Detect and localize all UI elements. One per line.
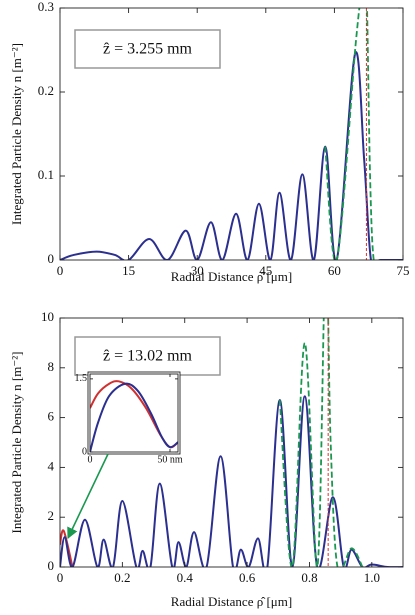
x-tick-label: 1.0: [364, 570, 380, 585]
y-tick-label: 8: [48, 359, 55, 374]
x-tick-label: 50 nm: [157, 454, 183, 465]
series-line: [60, 51, 403, 260]
series-line: [60, 529, 74, 567]
x-tick-label: 75: [397, 263, 410, 278]
y-tick-label: 0: [82, 446, 87, 457]
x-tick-label: 45: [259, 263, 272, 278]
x-tick-label: 30: [191, 263, 204, 278]
x-tick-label: 0: [88, 454, 93, 465]
x-tick-label: 0.2: [114, 570, 130, 585]
series-line: [90, 382, 178, 452]
plot-frame: [59, 7, 404, 261]
y-tick-label: 0: [48, 251, 55, 266]
x-tick-label: 0.4: [177, 570, 194, 585]
annotation: ẑ = 13.02 mm: [103, 348, 193, 365]
x-tick-label: 15: [122, 263, 135, 278]
x-tick-label: 0.8: [301, 570, 317, 585]
y-axis-label: Integrated Particle Density n [m⁻²]: [9, 352, 24, 534]
x-tick-label: 0: [57, 263, 64, 278]
series-line: [278, 318, 364, 567]
series-line: [324, 8, 382, 260]
x-tick-label: 0.6: [239, 570, 256, 585]
y-tick-label: 0.1: [38, 167, 54, 182]
y-tick-label: 0: [48, 558, 55, 573]
annotation-box: [74, 336, 221, 376]
series-line: [60, 395, 403, 567]
plot-frame: [89, 373, 179, 453]
x-tick-label: 0: [57, 570, 64, 585]
y-tick-label: 2: [48, 508, 55, 523]
y-tick-label: 0.2: [38, 83, 54, 98]
y-tick-label: 10: [41, 309, 54, 324]
y-tick-label: 0.3: [38, 0, 54, 14]
x-axis-label: Radial Distance ρ̂ [μm]: [171, 269, 292, 284]
y-tick-label: 4: [48, 458, 55, 473]
x-tick-label: 60: [328, 263, 341, 278]
annotation-box: [74, 29, 221, 69]
y-tick-label: 6: [48, 409, 55, 424]
y-axis-label: Integrated Particle Density n [m⁻²]: [9, 43, 24, 225]
x-axis-label: Radial Distance ρ̂ [μm]: [171, 594, 292, 609]
y-tick-label: 1.5: [75, 373, 88, 384]
inset-arrow: [67, 453, 109, 540]
plot-frame: [59, 317, 404, 568]
annotation: ẑ = 3.255 mm: [103, 41, 193, 58]
